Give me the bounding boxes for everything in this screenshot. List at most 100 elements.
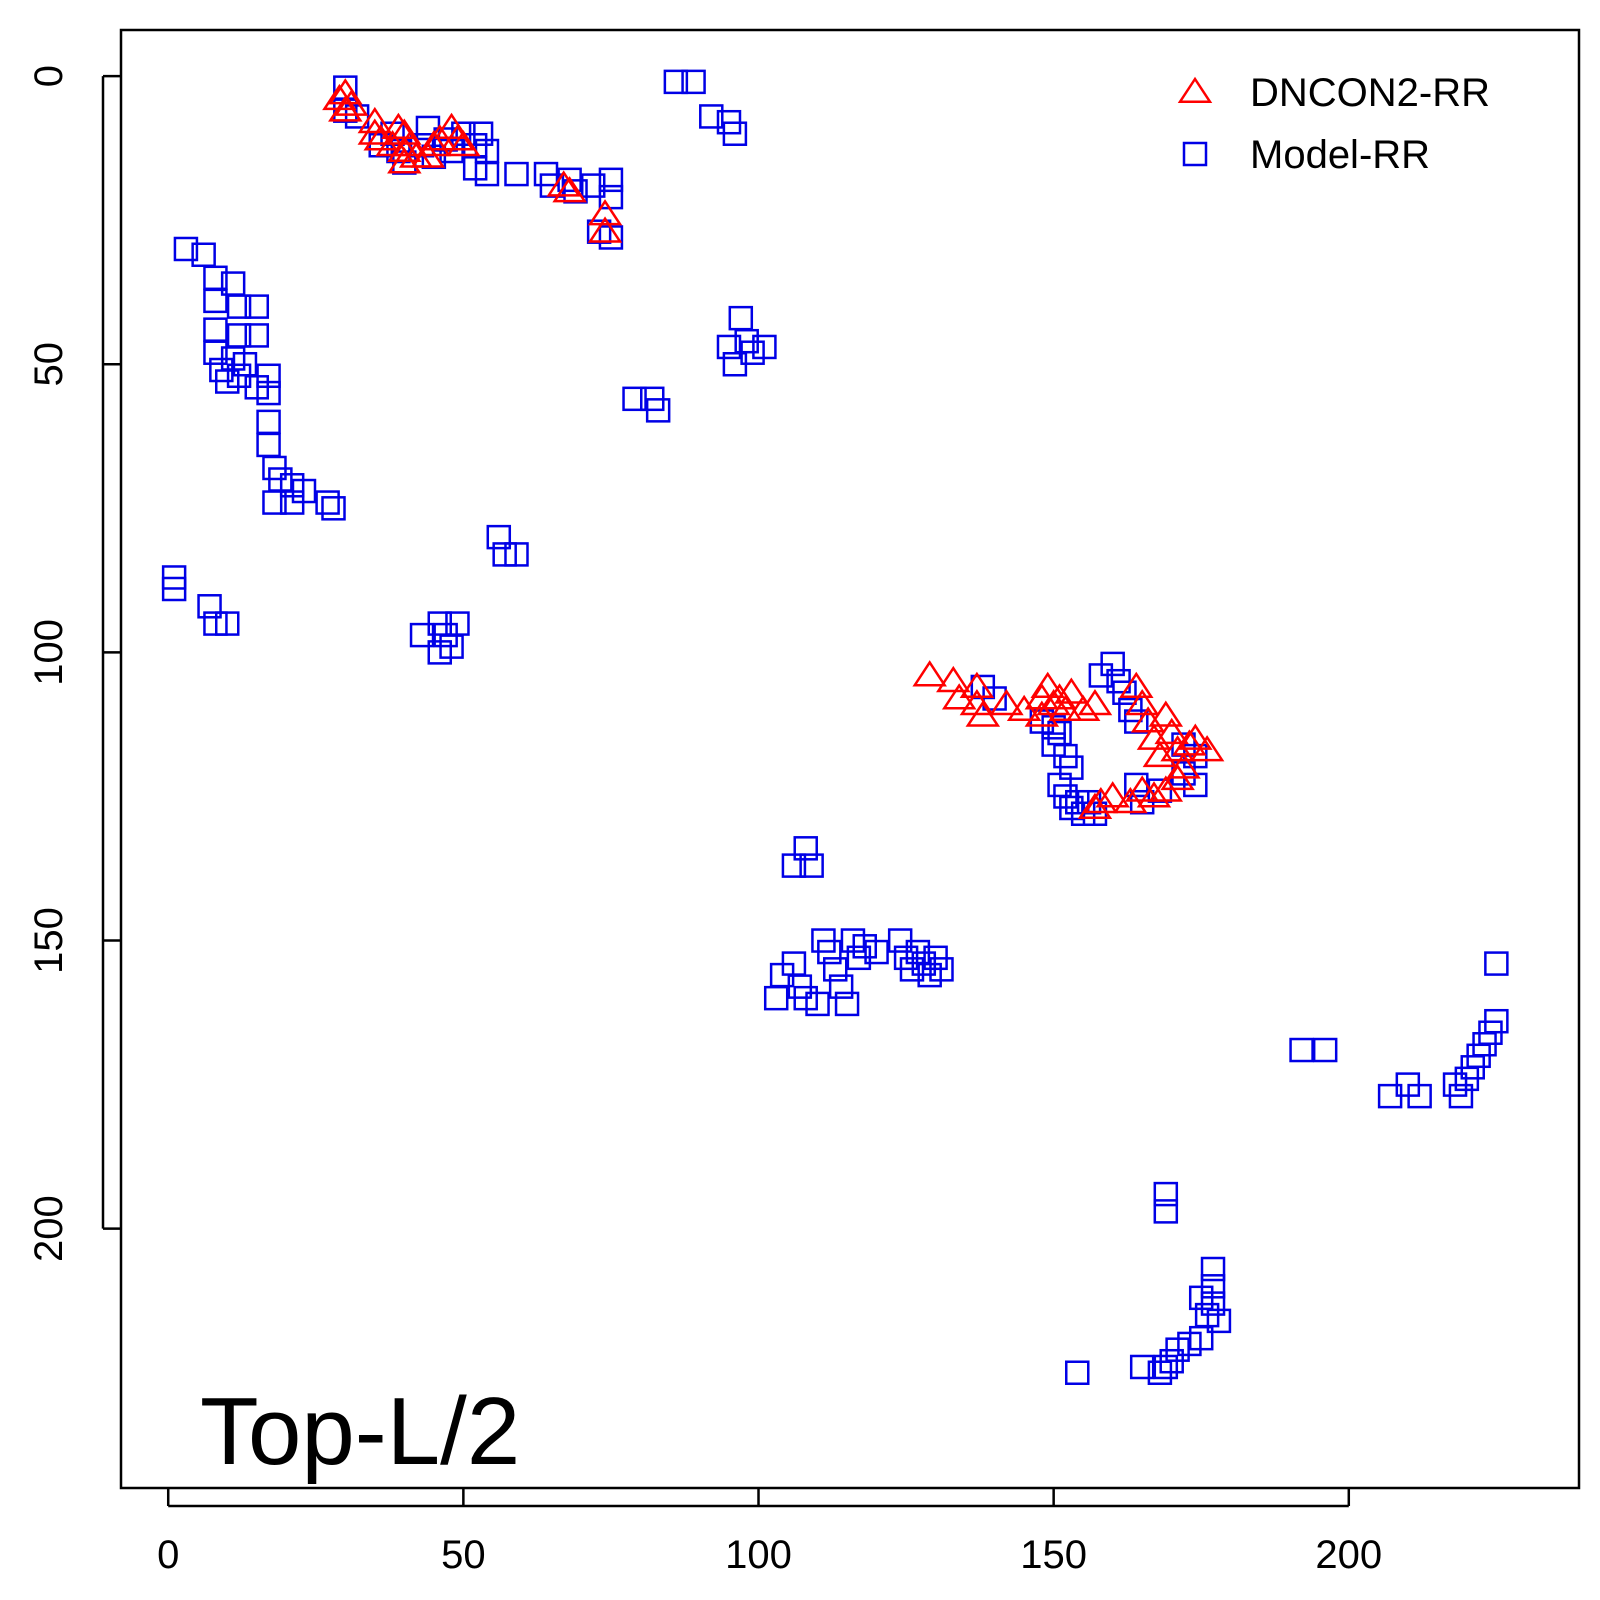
model-rr-point [427, 640, 453, 665]
dncon2-rr-point [333, 89, 369, 116]
legend-label: Model-RR [1250, 133, 1430, 177]
model-rr-point [344, 104, 370, 129]
model-rr-point [722, 121, 748, 146]
model-rr-point [805, 991, 830, 1017]
dncon2-rr-point [446, 129, 481, 157]
legend-square-marker [1182, 141, 1208, 167]
dncon2-rr-point [587, 216, 623, 243]
x-axis: 0 50 100 150 200 [157, 1488, 1382, 1577]
model-rr-point [622, 386, 647, 412]
model-rr-point [793, 836, 818, 861]
model-rr-point [215, 611, 240, 636]
model-rr-point [215, 369, 240, 394]
model-rr-point [1407, 1083, 1432, 1109]
dncon2-rr-point [546, 170, 581, 197]
model-rr-point [468, 121, 494, 146]
dncon2-rr-point [1065, 694, 1101, 722]
model-rr-point [1065, 1360, 1090, 1385]
dncon2-rr-point [1077, 792, 1113, 819]
dncon2-rr-point [959, 671, 995, 698]
model-rr-point [504, 542, 529, 567]
model-rr-point [1112, 680, 1137, 705]
model-rr-point [828, 974, 854, 999]
dncon2-rr-point [416, 129, 452, 157]
dncon2-rr-point [1119, 671, 1154, 698]
x-tick-label: 0 [157, 1533, 179, 1577]
model-rr-point [1147, 1360, 1173, 1385]
legend: DNCON2-RR Model-RR [1177, 71, 1490, 177]
x-tick-label: 100 [725, 1533, 792, 1577]
plot-frame [119, 28, 1581, 1490]
model-rr-point [1100, 651, 1125, 677]
model-rr-point [203, 340, 228, 365]
model-rr-point [645, 398, 671, 423]
legend-triangle-marker [1177, 76, 1213, 103]
model-rr-point [256, 380, 281, 406]
model-rr-point [1289, 1037, 1314, 1063]
y-tick-label: 150 [27, 907, 71, 974]
model-rr-point [598, 167, 624, 193]
dncon2-rr-point [381, 112, 416, 139]
dncon2-rr-point [1030, 671, 1066, 698]
dncon2-rr-point [1172, 729, 1207, 756]
model-rr-point [197, 594, 222, 619]
model-rr-point [1448, 1083, 1474, 1109]
y-tick-label: 100 [27, 619, 71, 686]
model-rr-point [1129, 1354, 1155, 1380]
model-rr-point [226, 294, 252, 319]
x-tick-label: 150 [1020, 1533, 1087, 1577]
model-rr-point [244, 294, 270, 319]
model-rr-point [1484, 1008, 1509, 1034]
model-rr-point [173, 236, 199, 262]
model-rr-point [799, 853, 824, 878]
y-axis: 0 50 100 150 200 [27, 65, 121, 1262]
model-rr-point [1484, 951, 1509, 976]
dncon2-rr-point [912, 660, 947, 687]
model-rr-point [663, 69, 689, 95]
model-rr-point [817, 939, 842, 965]
series-model-rr [161, 69, 1509, 1385]
model-rr-point [1200, 1256, 1226, 1282]
dncon2-rr-point [440, 124, 475, 151]
dncon2-rr-point [1136, 781, 1172, 808]
dncon2-rr-point [1189, 735, 1225, 762]
model-rr-point [1312, 1037, 1338, 1063]
model-rr-point [752, 334, 777, 360]
model-rr-point [1153, 1181, 1179, 1207]
dncon2-rr-point [387, 147, 422, 174]
y-tick-label: 50 [27, 342, 71, 387]
model-rr-point [681, 69, 706, 95]
model-rr-point [699, 104, 724, 129]
model-rr-point [1153, 1199, 1179, 1224]
model-rr-point [834, 991, 860, 1017]
dncon2-rr-point [357, 118, 393, 145]
model-rr-point [291, 478, 317, 504]
model-rr-point [161, 576, 187, 602]
dncon2-rr-point [328, 95, 363, 122]
model-rr-point [716, 334, 742, 360]
dncon2-rr-point [587, 199, 623, 226]
model-rr-point [822, 957, 848, 982]
model-rr-point [321, 496, 346, 521]
dncon2-rr-point [552, 176, 587, 203]
model-rr-point [929, 957, 954, 982]
model-rr-point [486, 524, 512, 550]
model-rr-point [203, 288, 228, 314]
model-rr-point [315, 490, 340, 515]
y-tick-label: 0 [27, 65, 71, 87]
x-tick-label: 50 [441, 1533, 486, 1577]
dncon2-rr-point [936, 665, 971, 693]
dncon2-rr-point [1160, 763, 1195, 791]
x-tick-label: 200 [1315, 1533, 1382, 1577]
model-rr-point [504, 161, 529, 187]
dncon2-rr-point [1083, 786, 1119, 814]
model-rr-point [864, 939, 889, 965]
model-rr-point [445, 611, 470, 636]
model-rr-point [262, 490, 287, 515]
model-rr-point [474, 161, 500, 187]
dncon2-rr-point [1054, 677, 1089, 704]
dncon2-rr-point [1154, 717, 1189, 745]
model-rr-point [1200, 1291, 1226, 1316]
